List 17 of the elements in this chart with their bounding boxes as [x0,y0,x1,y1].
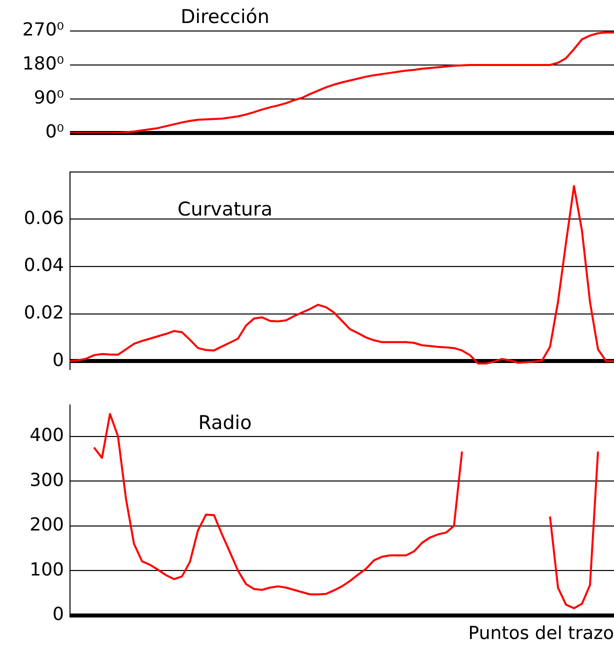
y-tick-label: 400 [30,425,64,446]
y-tick-label: 180⁰ [22,54,64,75]
text: Curvatura [178,198,272,221]
y-tick-label: 0 [52,350,64,371]
chart-title: Radio [198,412,252,434]
y-tick-label: 0⁰ [45,122,64,143]
y-tick-label: 200 [30,514,64,536]
y-tick-label: 90⁰ [34,88,64,109]
x-axis-title: Puntos del trazo [468,622,614,644]
y-tick-label: 0.02 [24,302,64,324]
y-tick-label: 300 [30,470,64,491]
y-tick-label: 0 [52,604,64,626]
y-tick-label: 100 [30,559,64,580]
y-tick-label: 0.04 [24,255,64,276]
y-tick-label: 0.06 [24,208,64,229]
chart-title: Dirección [180,6,270,28]
y-tick-label: 270⁰ [22,20,64,41]
